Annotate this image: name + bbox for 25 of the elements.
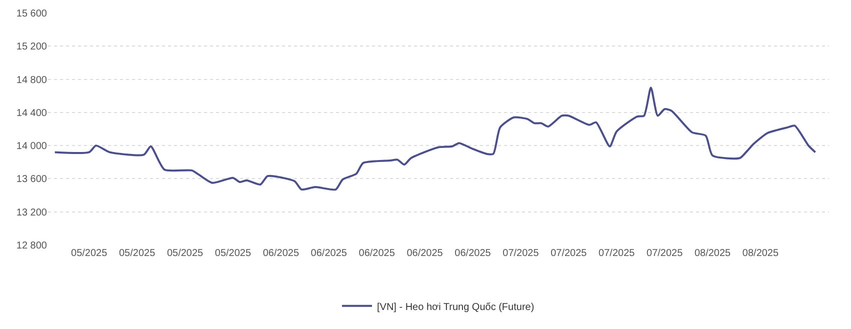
- y-tick-label: 15 600: [16, 8, 48, 20]
- y-tick-label: 14 800: [16, 74, 48, 86]
- x-tick-label: 06/2025: [262, 248, 300, 259]
- x-tick-label: 05/2025: [166, 248, 204, 259]
- x-tick-label: 05/2025: [214, 248, 252, 259]
- y-tick-label: 15 200: [16, 42, 48, 53]
- legend-label: [VN] - Heo hơi Trung Quốc (Future): [377, 302, 534, 313]
- x-tick-label: 05/2025: [71, 248, 108, 259]
- y-tick-label: 14 000: [16, 141, 48, 152]
- x-tick-label: 07/2025: [502, 248, 540, 259]
- y-tick-label: 14 400: [16, 108, 48, 119]
- x-tick-label: 07/2025: [646, 248, 684, 259]
- x-tick-label: 07/2025: [598, 248, 636, 259]
- x-tick-label: 05/2025: [118, 248, 156, 259]
- x-tick-label: 06/2025: [310, 248, 348, 259]
- x-tick-label: 06/2025: [454, 248, 492, 259]
- y-tick-label: 13 600: [16, 174, 48, 186]
- x-tick-label: 08/2025: [694, 248, 732, 259]
- line-series: [54, 86, 816, 190]
- x-tick-label: 06/2025: [358, 248, 396, 259]
- x-tick-label: 08/2025: [742, 248, 779, 259]
- y-tick-label: 12 800: [16, 240, 48, 252]
- x-tick-label: 06/2025: [406, 248, 444, 259]
- x-tick-label: 07/2025: [550, 248, 588, 259]
- y-tick-label: 13 200: [16, 207, 48, 218]
